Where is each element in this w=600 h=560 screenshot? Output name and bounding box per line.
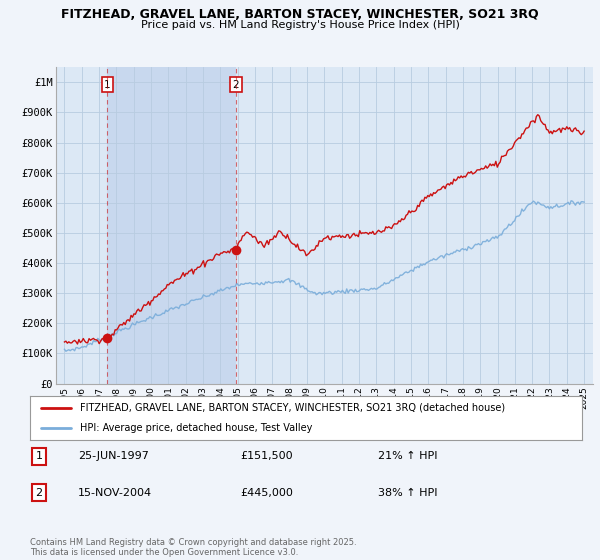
- Text: 38% ↑ HPI: 38% ↑ HPI: [378, 488, 437, 498]
- Text: Price paid vs. HM Land Registry's House Price Index (HPI): Price paid vs. HM Land Registry's House …: [140, 20, 460, 30]
- Text: FITZHEAD, GRAVEL LANE, BARTON STACEY, WINCHESTER, SO21 3RQ: FITZHEAD, GRAVEL LANE, BARTON STACEY, WI…: [61, 8, 539, 21]
- Text: Contains HM Land Registry data © Crown copyright and database right 2025.
This d: Contains HM Land Registry data © Crown c…: [30, 538, 356, 557]
- Text: FITZHEAD, GRAVEL LANE, BARTON STACEY, WINCHESTER, SO21 3RQ (detached house): FITZHEAD, GRAVEL LANE, BARTON STACEY, WI…: [80, 403, 505, 413]
- Text: HPI: Average price, detached house, Test Valley: HPI: Average price, detached house, Test…: [80, 423, 312, 433]
- Text: 1: 1: [35, 451, 43, 461]
- Text: 25-JUN-1997: 25-JUN-1997: [78, 451, 149, 461]
- Text: 2: 2: [35, 488, 43, 498]
- Text: £445,000: £445,000: [240, 488, 293, 498]
- Text: 15-NOV-2004: 15-NOV-2004: [78, 488, 152, 498]
- Text: 21% ↑ HPI: 21% ↑ HPI: [378, 451, 437, 461]
- Text: £151,500: £151,500: [240, 451, 293, 461]
- Bar: [107, 67, 236, 384]
- Text: 1: 1: [104, 80, 111, 90]
- Text: 2: 2: [232, 80, 239, 90]
